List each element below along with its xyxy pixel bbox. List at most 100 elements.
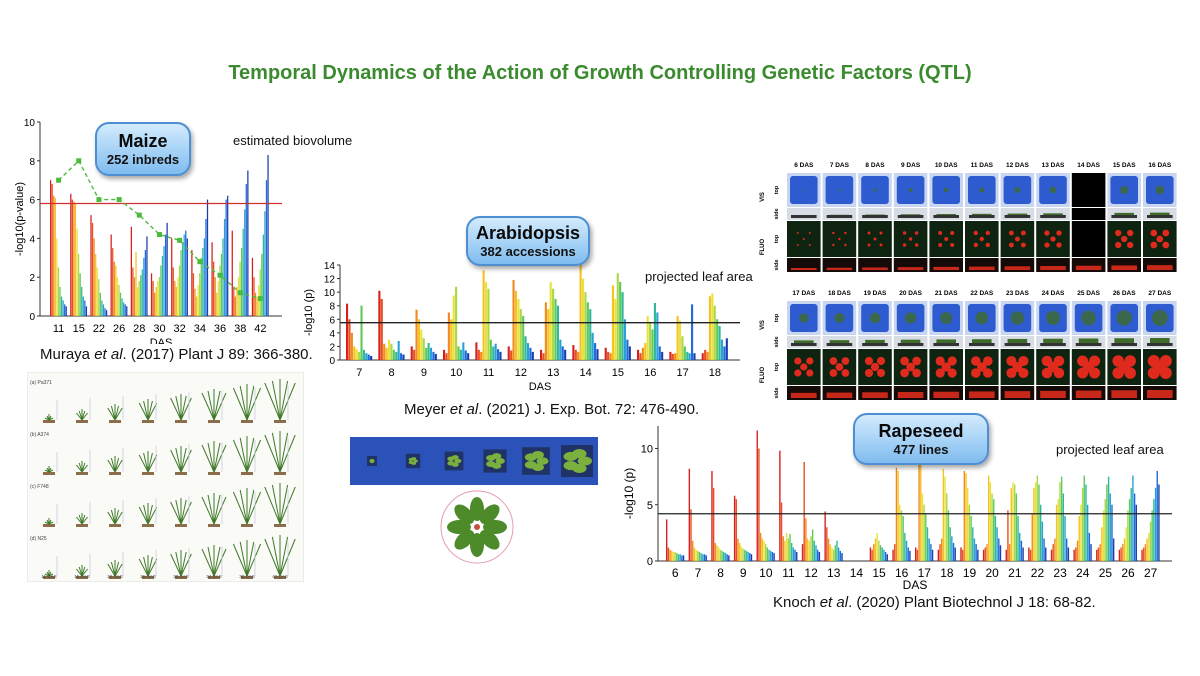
plant-side xyxy=(1007,338,1028,343)
bar xyxy=(1085,484,1087,561)
photo-row-label: (c) F748 xyxy=(30,484,49,490)
bar xyxy=(920,462,922,561)
bar xyxy=(420,329,423,360)
bar xyxy=(832,549,835,561)
bar xyxy=(74,203,77,316)
bar xyxy=(91,222,94,316)
fluo-plant xyxy=(879,243,883,247)
bar xyxy=(422,338,425,360)
bar xyxy=(265,180,268,316)
bar xyxy=(214,277,216,316)
fluo-plant xyxy=(1044,242,1050,248)
bar xyxy=(65,306,67,316)
bar xyxy=(101,300,103,316)
pot xyxy=(208,524,220,527)
leaf xyxy=(114,509,120,525)
bar xyxy=(54,197,56,316)
rosette-leaf xyxy=(563,461,578,471)
bar xyxy=(808,540,810,561)
bar xyxy=(738,543,741,561)
leaf xyxy=(147,556,153,577)
leaf xyxy=(175,447,182,473)
bar xyxy=(1038,484,1040,561)
maize-trait-label: estimated biovolume xyxy=(233,133,353,148)
bar xyxy=(457,346,460,360)
fluo-plant xyxy=(985,242,990,248)
bar xyxy=(1104,499,1106,561)
fluo-plant xyxy=(982,368,993,378)
arabidopsis-citation-rest: . (2021) J. Exp. Bot. 72: 476-490. xyxy=(478,401,700,418)
pot xyxy=(43,524,55,527)
bar xyxy=(768,549,770,561)
bar xyxy=(761,538,763,561)
bar xyxy=(644,343,647,360)
plant xyxy=(834,313,845,323)
leaf xyxy=(239,437,248,473)
bar xyxy=(1043,538,1045,561)
bar xyxy=(251,257,254,316)
tray-side xyxy=(897,343,924,346)
bar xyxy=(758,448,760,561)
leaf xyxy=(246,439,262,473)
rosette-leaf xyxy=(536,457,549,465)
fluo-plant xyxy=(914,243,919,247)
bar xyxy=(163,246,165,316)
fluo-plant xyxy=(973,242,978,248)
fluo-plant xyxy=(808,232,811,234)
fluo-plant xyxy=(879,231,883,235)
plant xyxy=(799,313,809,323)
photo-day-label: 11 DAS xyxy=(41,574,56,579)
bar xyxy=(1125,527,1127,561)
leaf xyxy=(213,546,221,577)
bar xyxy=(402,354,405,360)
fluo-plant xyxy=(844,243,847,247)
day-label: 9 DAS xyxy=(901,162,921,169)
pot xyxy=(76,472,88,475)
bar xyxy=(698,552,701,561)
bar xyxy=(1090,544,1092,561)
bar xyxy=(669,549,671,561)
bar xyxy=(1154,487,1157,561)
bar xyxy=(203,238,206,316)
view-label: side xyxy=(774,336,780,347)
y-axis-label: -log10 (p) xyxy=(303,289,315,336)
bar xyxy=(82,296,84,316)
fluo-plant xyxy=(870,362,880,372)
fluo-plant xyxy=(794,357,802,365)
leaf xyxy=(138,558,149,577)
fluo-plant-side xyxy=(1040,390,1066,398)
y-tick-label: 2 xyxy=(329,342,335,353)
leaf xyxy=(264,382,281,421)
bar xyxy=(484,281,488,360)
y-tick-label: 0 xyxy=(647,556,653,568)
rapeseed-imaging-grid-late: VIS FLUO top side top side 17 DAS 18 DAS 19 DAS 2… xyxy=(760,290,1177,400)
leaf xyxy=(279,484,289,525)
leaf xyxy=(232,543,248,577)
bar xyxy=(400,353,403,360)
plant xyxy=(1116,310,1132,326)
fluo-plant-side xyxy=(862,267,888,270)
trend-point xyxy=(116,197,122,203)
leaf xyxy=(170,397,182,421)
bar xyxy=(144,250,147,316)
leaf xyxy=(147,400,153,421)
leaf xyxy=(239,489,248,525)
bar xyxy=(429,347,433,360)
bar xyxy=(782,536,784,561)
leaf xyxy=(201,548,215,577)
leaf xyxy=(246,385,255,421)
x-axis-label: DAS xyxy=(903,578,928,592)
fluo-plant xyxy=(1150,229,1158,237)
fluo-plant xyxy=(1156,235,1164,243)
bar xyxy=(596,349,599,360)
bar xyxy=(949,527,951,561)
bar xyxy=(756,430,758,561)
bar xyxy=(115,265,117,316)
bar xyxy=(259,269,261,316)
vis-side-image xyxy=(929,208,963,220)
bar xyxy=(829,544,831,561)
bar xyxy=(112,248,114,316)
rosette-center xyxy=(474,524,480,530)
leaf xyxy=(232,491,248,525)
bar xyxy=(902,516,904,561)
